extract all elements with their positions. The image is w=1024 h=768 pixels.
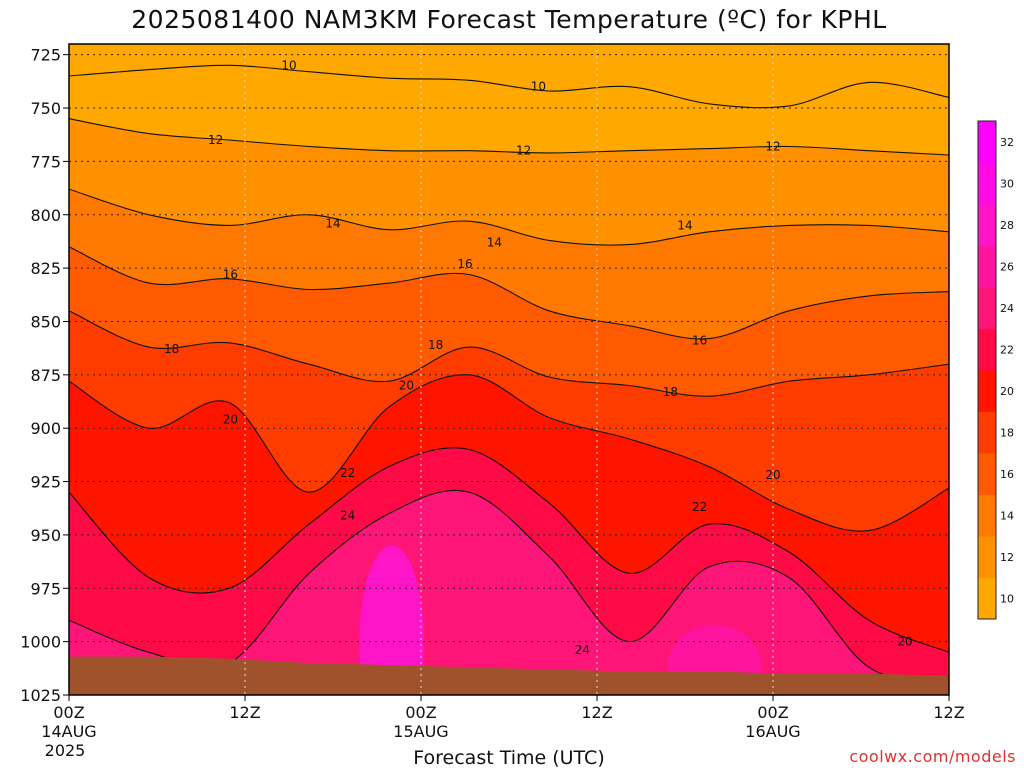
colorbar-swatch-28 [978, 204, 996, 246]
colorbar-swatch-22 [978, 328, 996, 371]
warm-core-2 [667, 624, 762, 695]
colorbar-label-10: 10 [1000, 592, 1014, 605]
isotherm-16 [69, 246, 949, 340]
x-date-2: 15AUG [393, 722, 448, 741]
colorbar-label-28: 28 [1000, 219, 1014, 232]
contour-label-0: 10 [281, 58, 296, 72]
colorbar-swatch-14 [978, 494, 996, 537]
colorbar-label-30: 30 [1000, 177, 1014, 190]
colorbar-swatch-16 [978, 453, 996, 495]
contour-label-18: 22 [340, 466, 355, 480]
contour-label-21: 24 [575, 643, 590, 657]
credit-text: coolwx.com/models [849, 747, 1016, 766]
y-tick-950: 950 [30, 526, 61, 545]
colorbar-label-20: 20 [1000, 385, 1014, 398]
colorbar-swatch-20 [978, 370, 996, 412]
colorbar-label-26: 26 [1000, 260, 1014, 273]
x-tick-1: 12Z [229, 703, 260, 722]
x-tick-3: 12Z [581, 703, 612, 722]
x-date-4: 16AUG [745, 722, 800, 741]
isotherm-14 [69, 188, 949, 246]
x-tick-5: 12Z [933, 703, 964, 722]
contour-label-14: 20 [223, 413, 238, 427]
colorbar-swatch-10 [978, 577, 996, 620]
colorbar-swatch-24 [978, 287, 996, 329]
contour-label-1: 10 [531, 80, 546, 94]
contour-label-12: 18 [428, 338, 443, 352]
colorbar-swatch-32 [978, 121, 996, 163]
contour-label-10: 16 [692, 334, 707, 348]
colorbar-label-32: 32 [1000, 136, 1014, 149]
y-tick-825: 825 [30, 259, 61, 278]
isotherm-12 [69, 118, 949, 156]
contour-label-11: 18 [164, 342, 179, 356]
warm-core-1 [359, 545, 424, 695]
x-axis-label: Forecast Time (UTC) [413, 747, 604, 768]
isotherm-20 [69, 374, 949, 532]
y-tick-775: 775 [30, 152, 61, 171]
x-tick-2: 00Z [405, 703, 436, 722]
ground-surface [69, 656, 949, 695]
colorbar-label-14: 14 [1000, 509, 1014, 522]
y-tick-800: 800 [30, 206, 61, 225]
x-tick-0: 00Z [53, 703, 84, 722]
y-tick-900: 900 [30, 419, 61, 438]
y-tick-925: 925 [30, 473, 61, 492]
colorbar-frame [977, 120, 997, 620]
contour-label-7: 14 [677, 218, 692, 232]
contour-label-16: 20 [765, 468, 780, 482]
y-tick-975: 975 [30, 579, 61, 598]
y-axis: 725 750 775 800 825 850 875 900 925 950 975 1000 102… [20, 46, 69, 705]
y-tick-850: 850 [30, 312, 61, 331]
colorbar-label-18: 18 [1000, 426, 1014, 439]
isotherm-18 [69, 310, 949, 397]
contour-label-6: 14 [487, 236, 502, 250]
contour-label-8: 16 [223, 268, 238, 282]
y-tick-750: 750 [30, 99, 61, 118]
y-tick-875: 875 [30, 366, 61, 385]
colorbar: 10 12 14 16 18 20 22 24 26 28 30 32 [977, 120, 1014, 620]
chart-title: 2025081400 NAM3KM Forecast Temperature (… [131, 5, 886, 34]
colorbar-swatch-30 [978, 162, 996, 205]
isotherm-22 [69, 447, 949, 653]
contour-label-20: 24 [340, 509, 355, 523]
x-year-0: 2025 [45, 741, 86, 760]
x-date-0: 14AUG [41, 722, 96, 741]
time-gridlines [244, 44, 774, 695]
y-tick-1025: 1025 [20, 686, 61, 705]
plot-frame [68, 43, 950, 696]
y-tick-725: 725 [30, 46, 61, 65]
contour-label-15: 20 [399, 379, 414, 393]
colorbar-label-12: 12 [1000, 551, 1014, 564]
contour-label-19: 22 [692, 500, 707, 514]
colorbar-label-22: 22 [1000, 343, 1014, 356]
contour-label-5: 14 [325, 216, 340, 230]
contour-label-17: 20 [897, 635, 912, 649]
contour-label-9: 16 [457, 257, 472, 271]
colorbar-swatch-26 [978, 245, 996, 288]
contour-label-2: 12 [208, 133, 223, 147]
y-tick-1000: 1000 [20, 633, 61, 652]
pressure-gridlines [69, 54, 949, 643]
colorbar-swatch-18 [978, 411, 996, 454]
colorbar-label-24: 24 [1000, 302, 1014, 315]
x-tick-4: 00Z [757, 703, 788, 722]
contour-label-13: 18 [663, 385, 678, 399]
colorbar-swatch-12 [978, 536, 996, 578]
colorbar-label-16: 16 [1000, 468, 1014, 481]
contour-label-3: 12 [516, 144, 531, 158]
isotherm-10 [69, 64, 949, 109]
